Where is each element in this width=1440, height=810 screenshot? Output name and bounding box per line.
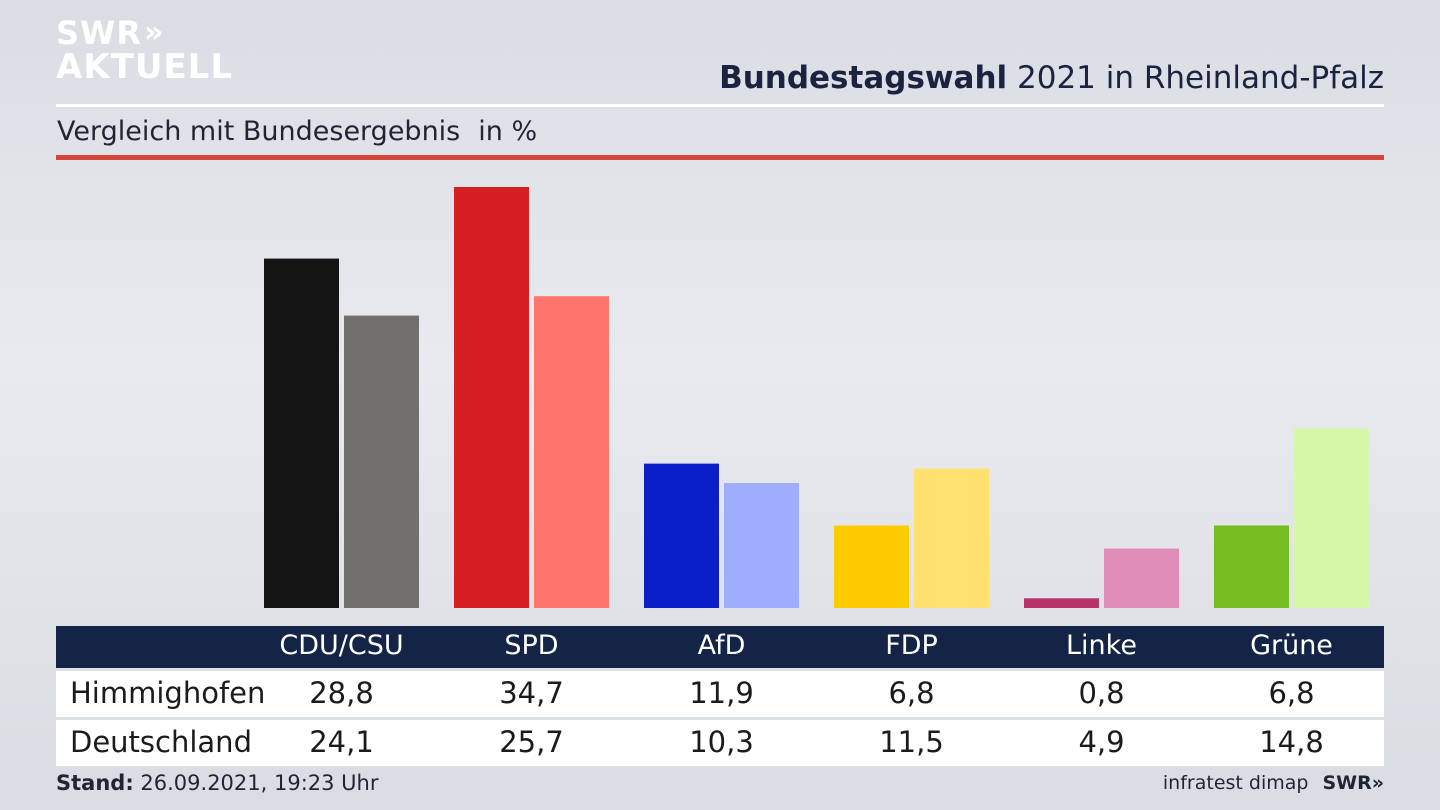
column-header-linke: Linke [1066, 630, 1137, 661]
bar-fdp-himmighofen [834, 525, 909, 608]
timestamp: Stand: 26.09.2021, 19:23 Uhr [56, 771, 379, 795]
bar-gr-ne-deutschland [1294, 428, 1369, 608]
subtitle-unit: in % [478, 116, 538, 147]
bar-cdu-csu-himmighofen [264, 258, 339, 608]
value-afd-himmighofen: 11,9 [689, 676, 754, 710]
row-label-deutschland: Deutschland [70, 725, 252, 759]
value-spd-himmighofen: 34,7 [499, 676, 564, 710]
value-linke-himmighofen: 0,8 [1078, 676, 1125, 710]
value-fdp-deutschland: 11,5 [879, 725, 944, 759]
source-text: infratest dimap [1162, 772, 1309, 794]
swr-brand-mark: SWR» [1322, 772, 1384, 794]
column-header-afd: AfD [697, 630, 746, 661]
bar-linke-himmighofen [1024, 598, 1099, 608]
title-divider [56, 104, 1384, 107]
table-row-himmighofen: Himmighofen 28,8 34,7 11,9 6,8 0,8 6,8 [56, 671, 1384, 717]
accent-divider [56, 155, 1384, 160]
column-header-cdu-csu: CDU/CSU [279, 630, 404, 661]
value-spd-deutschland: 25,7 [499, 725, 564, 759]
chart-title-bold: Bundestagswahl [719, 60, 1008, 96]
stand-value: 26.09.2021, 19:23 Uhr [133, 771, 379, 795]
swr-aktuell-logo: SWR» AKTUELL [56, 14, 234, 87]
logo-aktuell-text: AKTUELL [56, 47, 234, 87]
bar-gr-ne-himmighofen [1214, 525, 1289, 608]
bar-spd-deutschland [534, 296, 609, 608]
chart-title-rest: 2021 in Rheinland-Pfalz [1007, 60, 1384, 96]
value-gr-ne-himmighofen: 6,8 [1268, 676, 1315, 710]
bar-afd-himmighofen [644, 463, 719, 608]
column-header-gr-ne: Grüne [1250, 630, 1333, 661]
bar-spd-himmighofen [454, 187, 529, 608]
value-afd-deutschland: 10,3 [689, 725, 754, 759]
logo-swr-text: SWR [56, 14, 142, 52]
chart-title: Bundestagswahl 2021 in Rheinland-Pfalz [719, 60, 1384, 96]
value-fdp-himmighofen: 6,8 [888, 676, 935, 710]
column-header-fdp: FDP [885, 630, 938, 661]
bar-fdp-deutschland [914, 468, 989, 608]
table-header-row: CDU/CSU SPD AfD FDP Linke Grüne [56, 626, 1384, 668]
value-linke-deutschland: 4,9 [1078, 725, 1125, 759]
bar-afd-deutschland [724, 483, 799, 608]
results-table: CDU/CSU SPD AfD FDP Linke Grüne Himmighofen 2… [56, 626, 1384, 766]
column-header-spd: SPD [504, 630, 559, 661]
stand-label: Stand: [56, 771, 134, 795]
row-label-himmighofen: Himmighofen [70, 676, 266, 710]
table-row-deutschland: Deutschland 24,1 25,7 10,3 11,5 4,9 14,8 [56, 720, 1384, 766]
subtitle-text: Vergleich mit Bundesergebnis [57, 116, 461, 147]
chart-subtitle: Vergleich mit Bundesergebnis in % [57, 116, 537, 147]
bar-linke-deutschland [1104, 548, 1179, 608]
source-credit: infratest dimap SWR» [1163, 772, 1384, 794]
value-cdu-csu-deutschland: 24,1 [309, 725, 374, 759]
bar-cdu-csu-deutschland [344, 315, 419, 608]
value-gr-ne-deutschland: 14,8 [1259, 725, 1324, 759]
value-cdu-csu-himmighofen: 28,8 [309, 676, 374, 710]
